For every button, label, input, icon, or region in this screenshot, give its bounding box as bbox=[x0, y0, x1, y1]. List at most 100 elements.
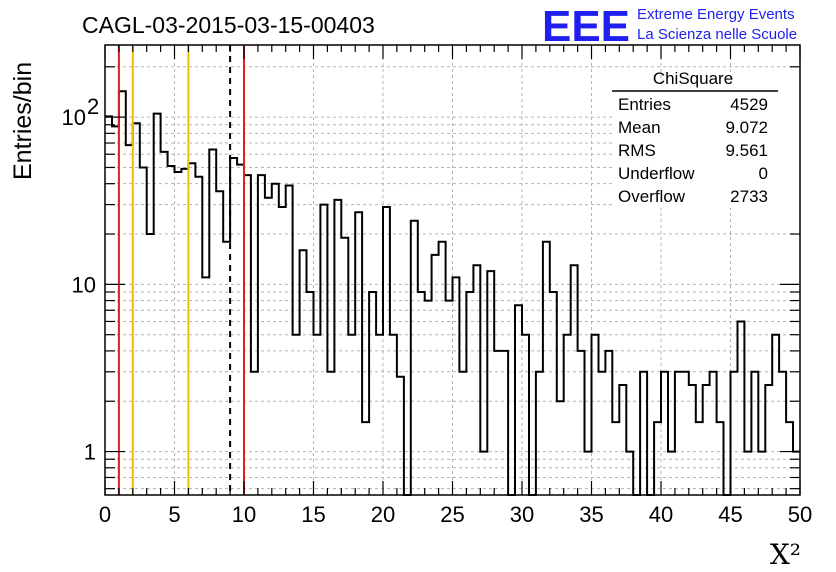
histogram-bin bbox=[494, 351, 501, 495]
histogram-bin bbox=[390, 335, 397, 495]
histogram-bin bbox=[286, 186, 293, 495]
histogram-bin bbox=[717, 422, 724, 495]
histogram-bin bbox=[341, 238, 348, 495]
histogram-bin bbox=[307, 292, 314, 495]
histogram-bin bbox=[536, 372, 543, 495]
histogram-bin bbox=[293, 335, 300, 495]
histogram-outline bbox=[105, 90, 800, 496]
histogram-bin bbox=[772, 335, 779, 495]
histogram-bin bbox=[230, 158, 237, 495]
histogram-bin bbox=[334, 200, 341, 495]
x-tick-label: 15 bbox=[301, 502, 325, 527]
histogram-bin bbox=[181, 169, 188, 495]
histogram-bin bbox=[640, 372, 647, 495]
stats-box: ChiSquare Entries 4529 Mean 9.072 RMS 9.… bbox=[612, 69, 802, 208]
y-tick-label: 10 bbox=[72, 272, 96, 297]
histogram-bin bbox=[557, 401, 564, 495]
histogram-bin bbox=[571, 265, 578, 495]
histogram-bin bbox=[661, 372, 668, 495]
stats-value-underflow: 0 bbox=[759, 164, 768, 183]
histogram-bin bbox=[175, 172, 182, 495]
histogram-bin bbox=[605, 351, 612, 495]
histogram-bin bbox=[550, 292, 557, 495]
histogram-bin bbox=[237, 165, 244, 495]
x-tick-label: 35 bbox=[579, 502, 603, 527]
histogram-bin bbox=[209, 150, 216, 495]
histogram-bin bbox=[105, 116, 112, 495]
histogram-bin bbox=[626, 452, 633, 495]
stats-value-entries: 4529 bbox=[730, 95, 768, 114]
x-tick-label: 40 bbox=[649, 502, 673, 527]
x-tick-label: 30 bbox=[510, 502, 534, 527]
histogram-bin bbox=[696, 422, 703, 495]
y-tick-label: 10 bbox=[62, 105, 86, 130]
histogram-series bbox=[105, 90, 800, 496]
eee-logo: EEE Extreme Energy Events La Scienza nel… bbox=[542, 2, 797, 51]
y-tick-label: 1 bbox=[84, 440, 96, 465]
histogram-bin bbox=[543, 242, 550, 495]
histogram-bin bbox=[675, 372, 682, 495]
histogram-bin bbox=[140, 167, 147, 495]
histogram-bin bbox=[314, 335, 321, 495]
histogram-bin bbox=[453, 277, 460, 495]
histogram-bin bbox=[564, 335, 571, 495]
histogram-bin bbox=[188, 163, 195, 495]
eee-logo-text: EEE bbox=[542, 2, 630, 51]
x-tick-label: 10 bbox=[232, 502, 256, 527]
histogram-bin bbox=[786, 422, 793, 495]
histogram-bin bbox=[779, 372, 786, 495]
histogram-bin bbox=[161, 152, 168, 495]
histogram-bin bbox=[362, 422, 369, 495]
histogram-bin bbox=[279, 207, 286, 495]
histogram-bin bbox=[598, 372, 605, 495]
stats-label-overflow: Overflow bbox=[618, 187, 686, 206]
histogram-bin bbox=[501, 351, 508, 495]
histogram-bin bbox=[751, 372, 758, 495]
logo-line-1: Extreme Energy Events bbox=[637, 6, 795, 23]
x-axis-label: X² bbox=[770, 538, 801, 571]
histogram-bin bbox=[133, 123, 140, 495]
x-tick-label: 20 bbox=[371, 502, 395, 527]
histogram-bin bbox=[202, 277, 209, 495]
grid-lines bbox=[105, 45, 800, 495]
chart-title: CAGL-03-2015-03-15-00403 bbox=[82, 12, 375, 38]
histogram-bin bbox=[744, 452, 751, 495]
stats-label-mean: Mean bbox=[618, 118, 661, 137]
histogram-bin bbox=[578, 351, 585, 495]
histogram-bin bbox=[459, 372, 466, 495]
stats-box-bg bbox=[612, 86, 802, 208]
stats-label-rms: RMS bbox=[618, 141, 656, 160]
x-tick-label: 0 bbox=[99, 502, 111, 527]
histogram-bin bbox=[515, 305, 522, 495]
histogram-bin bbox=[758, 452, 765, 495]
histogram-bin bbox=[300, 250, 307, 495]
y-tick-exponent: 2 bbox=[87, 94, 99, 119]
histogram-bin bbox=[418, 292, 425, 495]
histogram-bin bbox=[682, 372, 689, 495]
histogram-bin bbox=[765, 385, 772, 495]
histogram-bin bbox=[369, 292, 376, 495]
histogram-bin bbox=[272, 184, 279, 495]
histogram-bin bbox=[446, 301, 453, 495]
histogram-bin bbox=[432, 255, 439, 495]
logo-line-2: La Scienza nelle Scuole bbox=[637, 26, 797, 43]
histogram-bin bbox=[710, 372, 717, 495]
histogram-bin bbox=[473, 265, 480, 495]
histogram-bin bbox=[216, 191, 223, 495]
histogram-bin bbox=[585, 452, 592, 495]
histogram-bin bbox=[731, 372, 738, 495]
histogram-bin bbox=[355, 212, 362, 495]
y-axis-label: Entries/bin bbox=[9, 62, 37, 180]
histogram-bin bbox=[126, 145, 133, 495]
histogram-bin bbox=[348, 335, 355, 495]
histogram-bin bbox=[168, 166, 175, 495]
stats-title: ChiSquare bbox=[653, 69, 733, 88]
histogram-bin bbox=[466, 292, 473, 495]
histogram-bin bbox=[244, 175, 251, 495]
histogram-bin bbox=[327, 372, 334, 495]
histogram-bin bbox=[411, 221, 418, 495]
histogram-bin bbox=[397, 377, 404, 495]
x-tick-label: 5 bbox=[168, 502, 180, 527]
histogram-bin bbox=[689, 385, 696, 495]
histogram-bin bbox=[487, 271, 494, 495]
